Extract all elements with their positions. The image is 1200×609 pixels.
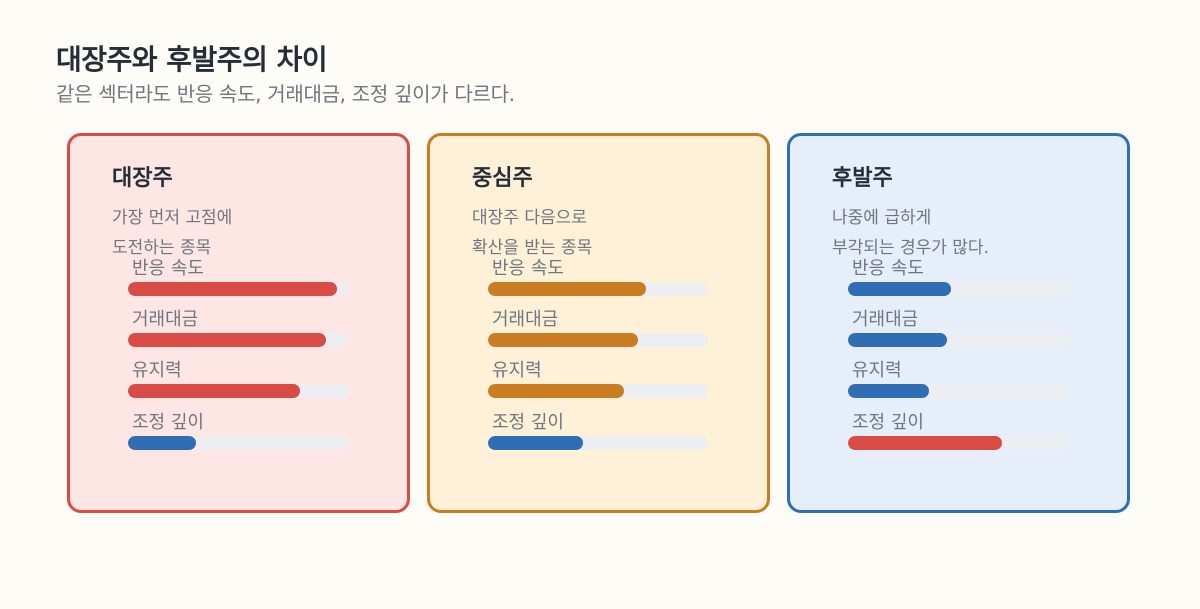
metric-bar-track	[848, 333, 1068, 347]
metric-label: 유지력	[852, 360, 902, 381]
metric-label: 유지력	[492, 360, 542, 381]
metric-bar-fill	[128, 436, 197, 450]
metric-label: 반응 속도	[492, 258, 564, 279]
card-title: 후발주	[832, 166, 893, 191]
metric-label: 거래대금	[132, 309, 199, 330]
metric-label: 유지력	[132, 360, 182, 381]
metric-bar-fill	[848, 333, 947, 347]
metric-label: 반응 속도	[132, 258, 204, 279]
metric-bar-track	[848, 384, 1068, 398]
metric-bar-fill	[848, 384, 930, 398]
metric-bar-fill	[128, 282, 337, 296]
metric-label: 조정 깊이	[132, 412, 204, 433]
metric-label: 거래대금	[492, 309, 559, 330]
metric-bar-track	[848, 282, 1068, 296]
card-title: 중심주	[472, 166, 533, 191]
metric-bar-track	[488, 384, 708, 398]
metric-bar-track	[488, 282, 708, 296]
card-title: 대장주	[112, 166, 173, 191]
page-subtitle: 같은 섹터라도 반응 속도, 거래대금, 조정 깊이가 다르다.	[56, 82, 515, 106]
metric-bar-track	[128, 436, 348, 450]
metric-bar-fill	[488, 282, 647, 296]
metric-label: 조정 깊이	[492, 412, 564, 433]
metric-bar-fill	[848, 436, 1002, 450]
metric-bar-fill	[848, 282, 952, 296]
metric-label: 거래대금	[852, 309, 919, 330]
metric-bar-track	[128, 333, 348, 347]
metric-bar-track	[128, 282, 348, 296]
page-title: 대장주와 후발주의 차이	[56, 43, 328, 76]
metric-bar-fill	[488, 384, 625, 398]
metric-bar-track	[488, 436, 708, 450]
metric-bar-fill	[488, 333, 638, 347]
metric-bar-fill	[488, 436, 583, 450]
card-description: 가장 먼저 고점에 도전하는 종목	[112, 208, 233, 258]
card-description: 나중에 급하게 부각되는 경우가 많다.	[832, 208, 989, 258]
card-description: 대장주 다음으로 확산을 받는 종목	[472, 208, 593, 258]
metric-bar-track	[128, 384, 348, 398]
metric-label: 반응 속도	[852, 258, 924, 279]
metric-bar-fill	[128, 333, 326, 347]
metric-label: 조정 깊이	[852, 412, 924, 433]
metric-bar-track	[848, 436, 1068, 450]
metric-bar-track	[488, 333, 708, 347]
metric-bar-fill	[128, 384, 300, 398]
